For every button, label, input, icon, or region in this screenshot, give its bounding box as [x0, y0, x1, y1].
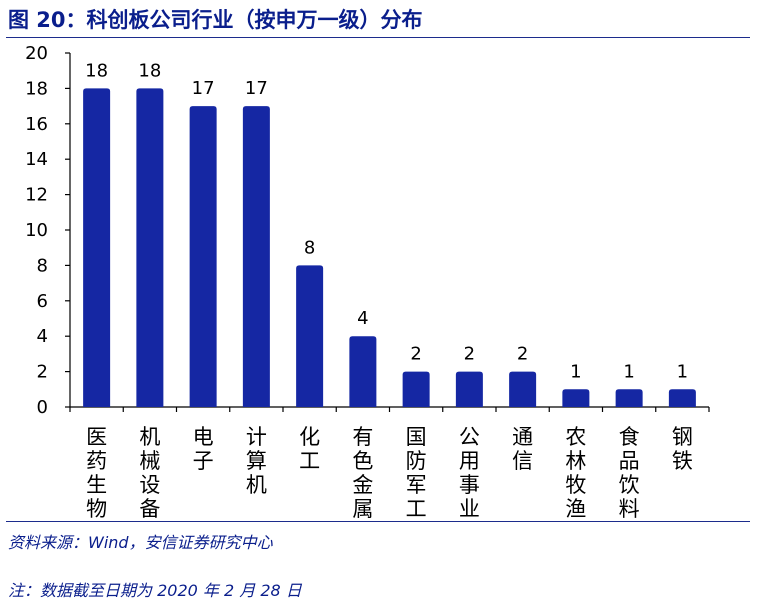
bar-6: [349, 336, 376, 407]
data-label-1: 18: [85, 60, 108, 81]
data-label-3: 17: [192, 78, 215, 99]
chart-category-labels: 医药生物 机械设备 电子 计算机 化工 有色金属 国防军工 公用事业 通信 农林牧渔 食品饮料 钢铁: [86, 425, 693, 521]
bar-11: [616, 389, 643, 407]
footer-divider: [6, 521, 750, 522]
data-label-9: 2: [517, 344, 528, 365]
data-label-7: 2: [410, 344, 421, 365]
category-label-10: 农林牧渔: [565, 425, 586, 521]
data-label-5: 8: [304, 237, 315, 258]
category-label-3: 电子: [193, 425, 214, 473]
chart-bars: [83, 88, 696, 407]
category-label-8: 公用事业: [459, 425, 480, 521]
bar-12: [669, 389, 696, 407]
bar-5: [296, 265, 323, 407]
category-label-11: 食品饮料: [619, 425, 640, 521]
y-tick-label: 16: [25, 114, 48, 135]
bar-9: [509, 372, 536, 407]
bar-10: [562, 389, 589, 407]
date-footnote: 注：数据截至日期为 2020 年 2 月 28 日: [8, 577, 302, 601]
chart-data-labels: 18 18 17 17 8 4 2 2 2 1 1 1: [85, 60, 688, 382]
y-tick-label: 18: [25, 78, 48, 99]
category-label-4: 计算机: [246, 425, 267, 497]
category-label-2: 机械设备: [139, 425, 160, 521]
source-note: 资料来源：Wind，安信证券研究中心: [8, 529, 273, 553]
bar-8: [456, 372, 483, 407]
y-tick-label: 4: [37, 326, 48, 347]
y-tick-label: 0: [37, 397, 48, 418]
category-label-5: 化工: [299, 425, 320, 473]
data-label-10: 1: [570, 361, 581, 382]
y-tick-label: 6: [37, 291, 48, 312]
y-tick-label: 8: [37, 255, 48, 276]
category-label-6: 有色金属: [352, 425, 373, 521]
data-label-6: 4: [357, 308, 368, 329]
bar-4: [243, 106, 270, 407]
data-label-8: 2: [464, 344, 475, 365]
data-label-12: 1: [677, 361, 688, 382]
bar-3: [190, 106, 217, 407]
y-tick-label: 14: [25, 149, 48, 170]
y-tick-label: 10: [25, 220, 48, 241]
bar-1: [83, 88, 110, 407]
data-label-11: 1: [623, 361, 634, 382]
y-tick-label: 2: [37, 362, 48, 383]
y-tick-label: 12: [25, 185, 48, 206]
data-label-4: 17: [245, 78, 268, 99]
bar-7: [403, 372, 430, 407]
y-tick-label: 20: [25, 43, 48, 64]
category-label-12: 钢铁: [672, 425, 693, 473]
data-label-2: 18: [138, 60, 161, 81]
category-label-1: 医药生物: [86, 425, 107, 521]
bar-2: [136, 88, 163, 407]
category-label-9: 通信: [512, 425, 533, 473]
category-label-7: 国防军工: [406, 425, 427, 521]
